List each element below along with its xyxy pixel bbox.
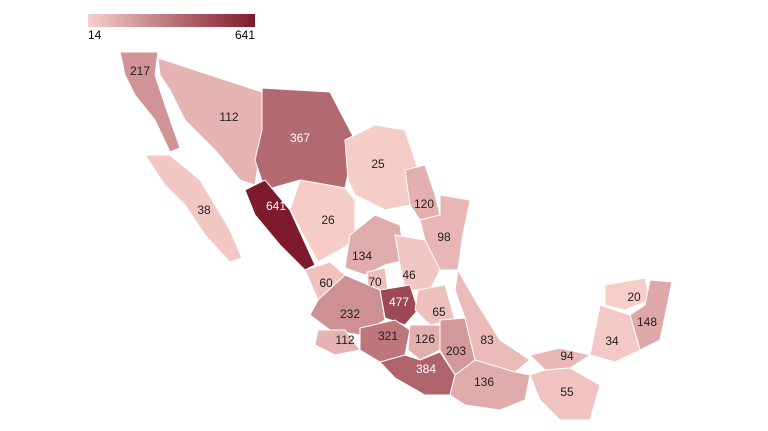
region-label: 26 (321, 213, 335, 227)
region-label: 46 (402, 268, 416, 282)
labels: 217 112 367 25 38 641 26 120 98 134 70 46 60 477 65 232… (130, 64, 657, 399)
regions (119, 51, 673, 421)
region-label: 55 (560, 385, 574, 399)
region-label: 112 (335, 333, 354, 347)
legend-max: 641 (235, 28, 255, 42)
legend: 14 641 (88, 14, 255, 42)
region-label: 217 (130, 64, 150, 78)
region-label: 136 (474, 375, 494, 389)
region (529, 347, 592, 371)
region (589, 304, 641, 363)
region-label: 65 (432, 305, 446, 319)
region (119, 51, 181, 153)
region-label: 232 (340, 307, 360, 321)
region (289, 179, 356, 263)
region-label: 641 (266, 199, 286, 213)
region-label: 70 (368, 275, 382, 289)
region-label: 94 (560, 349, 574, 363)
region-label: 321 (378, 329, 398, 343)
region-label: 126 (415, 332, 435, 346)
region-label: 203 (446, 344, 466, 358)
region-label: 120 (414, 197, 434, 211)
region-label: 148 (637, 315, 657, 329)
region (344, 214, 406, 276)
region (449, 359, 531, 411)
region-label: 477 (389, 295, 409, 309)
color-bar (88, 14, 255, 27)
region-label: 98 (437, 230, 451, 244)
region-label: 34 (605, 334, 619, 348)
region-label: 83 (480, 333, 494, 347)
region-label: 367 (290, 131, 310, 145)
legend-min: 14 (88, 28, 102, 42)
region (529, 367, 601, 421)
region-label: 60 (319, 276, 333, 290)
region-label: 134 (352, 249, 372, 263)
region (144, 154, 243, 263)
region (244, 179, 316, 271)
region-label: 38 (197, 203, 211, 217)
region (404, 164, 441, 221)
region (604, 277, 651, 311)
region-label: 25 (371, 157, 385, 171)
region-label: 20 (627, 290, 641, 304)
region-label: 384 (416, 362, 436, 376)
region (407, 324, 441, 361)
region (314, 329, 361, 356)
region-label: 112 (219, 110, 238, 124)
